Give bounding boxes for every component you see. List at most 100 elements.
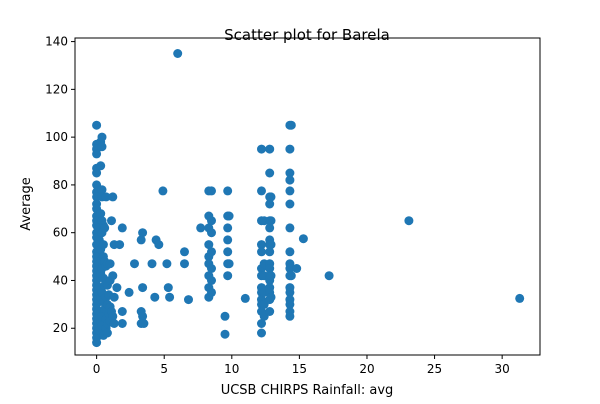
data-point (184, 295, 193, 305)
data-point (96, 209, 106, 219)
data-point (265, 264, 275, 273)
data-point (207, 247, 216, 257)
data-point (196, 223, 206, 233)
data-point (117, 319, 127, 328)
data-point (223, 186, 233, 196)
axes-layer: 0 5 10 15 20 25 30 20 40 60 80 100 120 140 (45, 35, 541, 376)
data-point (207, 287, 216, 297)
data-point (265, 223, 275, 233)
data-point (130, 259, 139, 269)
data-point (257, 144, 266, 154)
data-point (298, 234, 308, 244)
data-point (266, 271, 276, 281)
y-tick-label: 120 (45, 82, 68, 96)
plot-frame (74, 37, 541, 356)
x-tick-label: 10 (224, 362, 239, 376)
data-point (207, 276, 216, 285)
data-point (286, 271, 296, 281)
y-tick-label: 20 (53, 321, 68, 335)
x-axis-label: UCSB CHIRPS Rainfall: avg (221, 383, 394, 398)
x-tick-label: 15 (292, 362, 307, 376)
data-point (180, 247, 189, 257)
data-point (266, 216, 276, 226)
x-tick-label: 20 (359, 362, 374, 376)
data-point (292, 264, 302, 273)
x-tick-label: 5 (160, 362, 168, 376)
data-point (136, 235, 146, 245)
data-point (224, 259, 234, 269)
data-point (257, 328, 266, 338)
data-point (220, 329, 230, 339)
data-point (162, 259, 172, 269)
data-point (109, 319, 119, 328)
data-point (98, 240, 108, 250)
data-point (165, 292, 175, 302)
data-point (285, 186, 295, 196)
data-point (223, 235, 233, 245)
data-point (154, 240, 164, 250)
data-point (224, 211, 234, 221)
data-point (257, 247, 266, 257)
data-point (266, 192, 276, 202)
data-point (265, 199, 275, 209)
data-point (223, 223, 233, 233)
data-point (266, 240, 276, 250)
data-point (207, 228, 216, 238)
data-point (515, 293, 525, 303)
data-point (324, 271, 334, 281)
data-point (285, 311, 295, 321)
data-point (138, 311, 148, 321)
data-point (207, 216, 216, 226)
data-point (138, 283, 148, 293)
data-point (92, 149, 102, 159)
data-point (117, 307, 127, 316)
data-point (150, 292, 160, 302)
data-point (265, 307, 275, 316)
data-point (265, 168, 275, 178)
data-point (285, 223, 295, 233)
data-point (285, 299, 295, 309)
data-point (139, 319, 149, 328)
data-point (286, 120, 296, 130)
data-point (92, 168, 102, 178)
data-point (240, 293, 250, 303)
data-point (265, 144, 275, 154)
data-point (285, 199, 295, 209)
data-point (163, 283, 173, 293)
data-point (223, 247, 233, 257)
data-point (158, 186, 168, 196)
y-tick-label: 40 (53, 273, 68, 287)
data-point (101, 192, 111, 202)
data-point (173, 49, 183, 58)
data-point (138, 228, 148, 238)
y-tick-label: 80 (53, 178, 68, 192)
data-point (257, 240, 266, 250)
data-point (92, 120, 102, 130)
data-point (109, 292, 119, 302)
data-point (285, 287, 295, 297)
data-point (257, 186, 266, 196)
data-point (404, 216, 414, 226)
data-point (115, 240, 125, 250)
y-tick-label: 140 (45, 35, 68, 49)
data-point (112, 283, 122, 293)
data-point (207, 186, 216, 196)
data-point (266, 292, 276, 302)
data-point (147, 259, 157, 269)
data-point (265, 247, 275, 257)
data-point (108, 271, 118, 281)
data-point (285, 175, 295, 185)
data-point (285, 264, 295, 273)
data-point (285, 168, 295, 178)
chart-title: Scatter plot for Barela (224, 26, 390, 44)
y-tick-label: 60 (53, 226, 68, 240)
data-point (207, 264, 216, 273)
data-point (97, 185, 107, 195)
x-tick-label: 25 (427, 362, 442, 376)
y-tick-label: 100 (45, 130, 68, 144)
data-point (204, 240, 214, 250)
data-point (100, 223, 110, 233)
data-point (102, 328, 112, 338)
